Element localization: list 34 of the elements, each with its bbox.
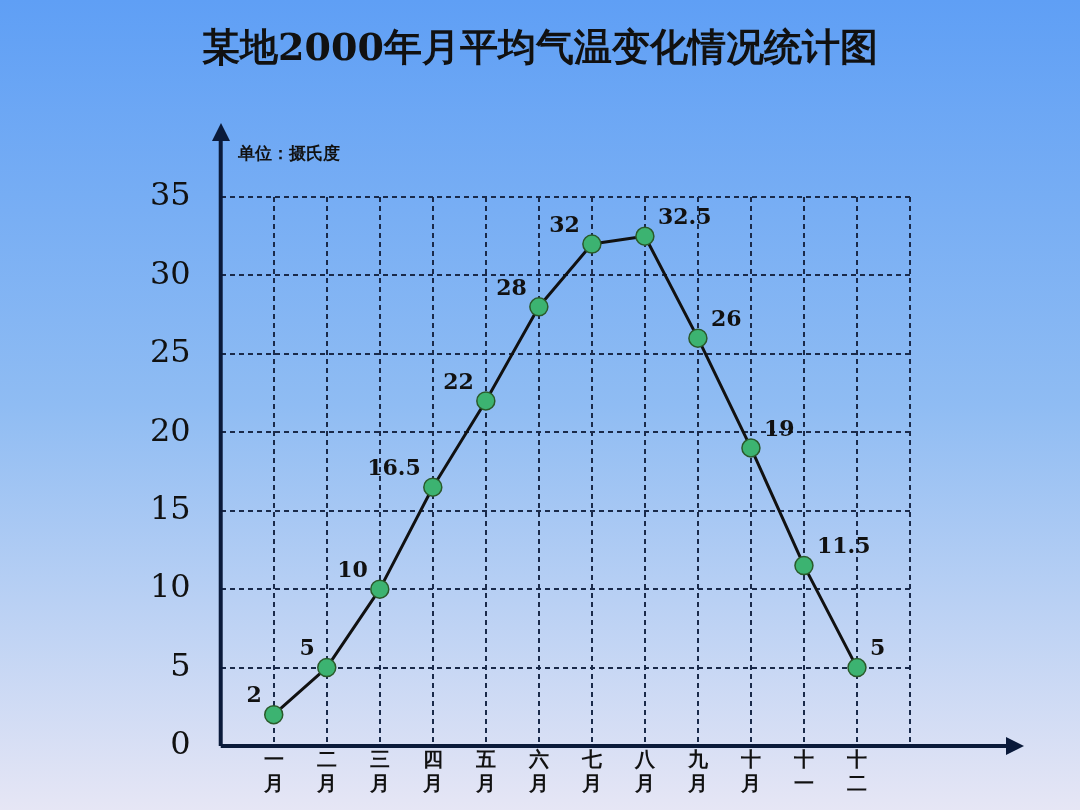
x-tick-label: 一月 bbox=[262, 747, 284, 796]
data-label: 26 bbox=[710, 304, 742, 331]
data-label: 16.5 bbox=[367, 453, 421, 480]
x-tick-label: 十一 bbox=[792, 747, 814, 796]
data-label: 5 bbox=[869, 634, 886, 661]
x-tick-label: 三月 bbox=[368, 747, 390, 796]
data-label: 19 bbox=[763, 414, 795, 441]
data-label: 10 bbox=[337, 555, 368, 582]
x-tick-label: 八月 bbox=[633, 747, 656, 796]
chart-title: 某地2000年月平均气温变化情况统计图 bbox=[201, 23, 879, 71]
y-tick-label: 15 bbox=[150, 489, 191, 528]
y-tick-label: 30 bbox=[150, 253, 191, 292]
text: 单位：摄氏度 bbox=[238, 142, 340, 165]
y-tick-label: 20 bbox=[150, 410, 191, 449]
data-label: 28 bbox=[496, 273, 527, 300]
y-tick-label: 35 bbox=[150, 175, 191, 214]
data-label: 32 bbox=[549, 210, 580, 237]
data-label: 2 bbox=[246, 681, 262, 708]
data-label: 32.5 bbox=[657, 202, 712, 229]
x-tick-label: 七月 bbox=[580, 747, 602, 796]
data-label: 22 bbox=[443, 367, 474, 394]
data-label: 5 bbox=[299, 634, 315, 661]
x-tick-label: 十月 bbox=[739, 747, 761, 796]
x-tick-label: 六月 bbox=[527, 747, 549, 796]
x-tick-label: 二月 bbox=[315, 747, 337, 796]
x-tick-label: 九月 bbox=[686, 747, 709, 796]
y-tick-label: 5 bbox=[170, 645, 191, 684]
x-tick-label: 五月 bbox=[474, 747, 496, 796]
data-label: 11.5 bbox=[816, 532, 871, 559]
x-tick-label: 四月 bbox=[421, 747, 443, 796]
x-tick-label: 十二 bbox=[845, 747, 867, 796]
y-tick-label: 0 bbox=[170, 724, 191, 763]
y-tick-label: 25 bbox=[150, 332, 191, 371]
y-tick-label: 10 bbox=[150, 567, 191, 606]
